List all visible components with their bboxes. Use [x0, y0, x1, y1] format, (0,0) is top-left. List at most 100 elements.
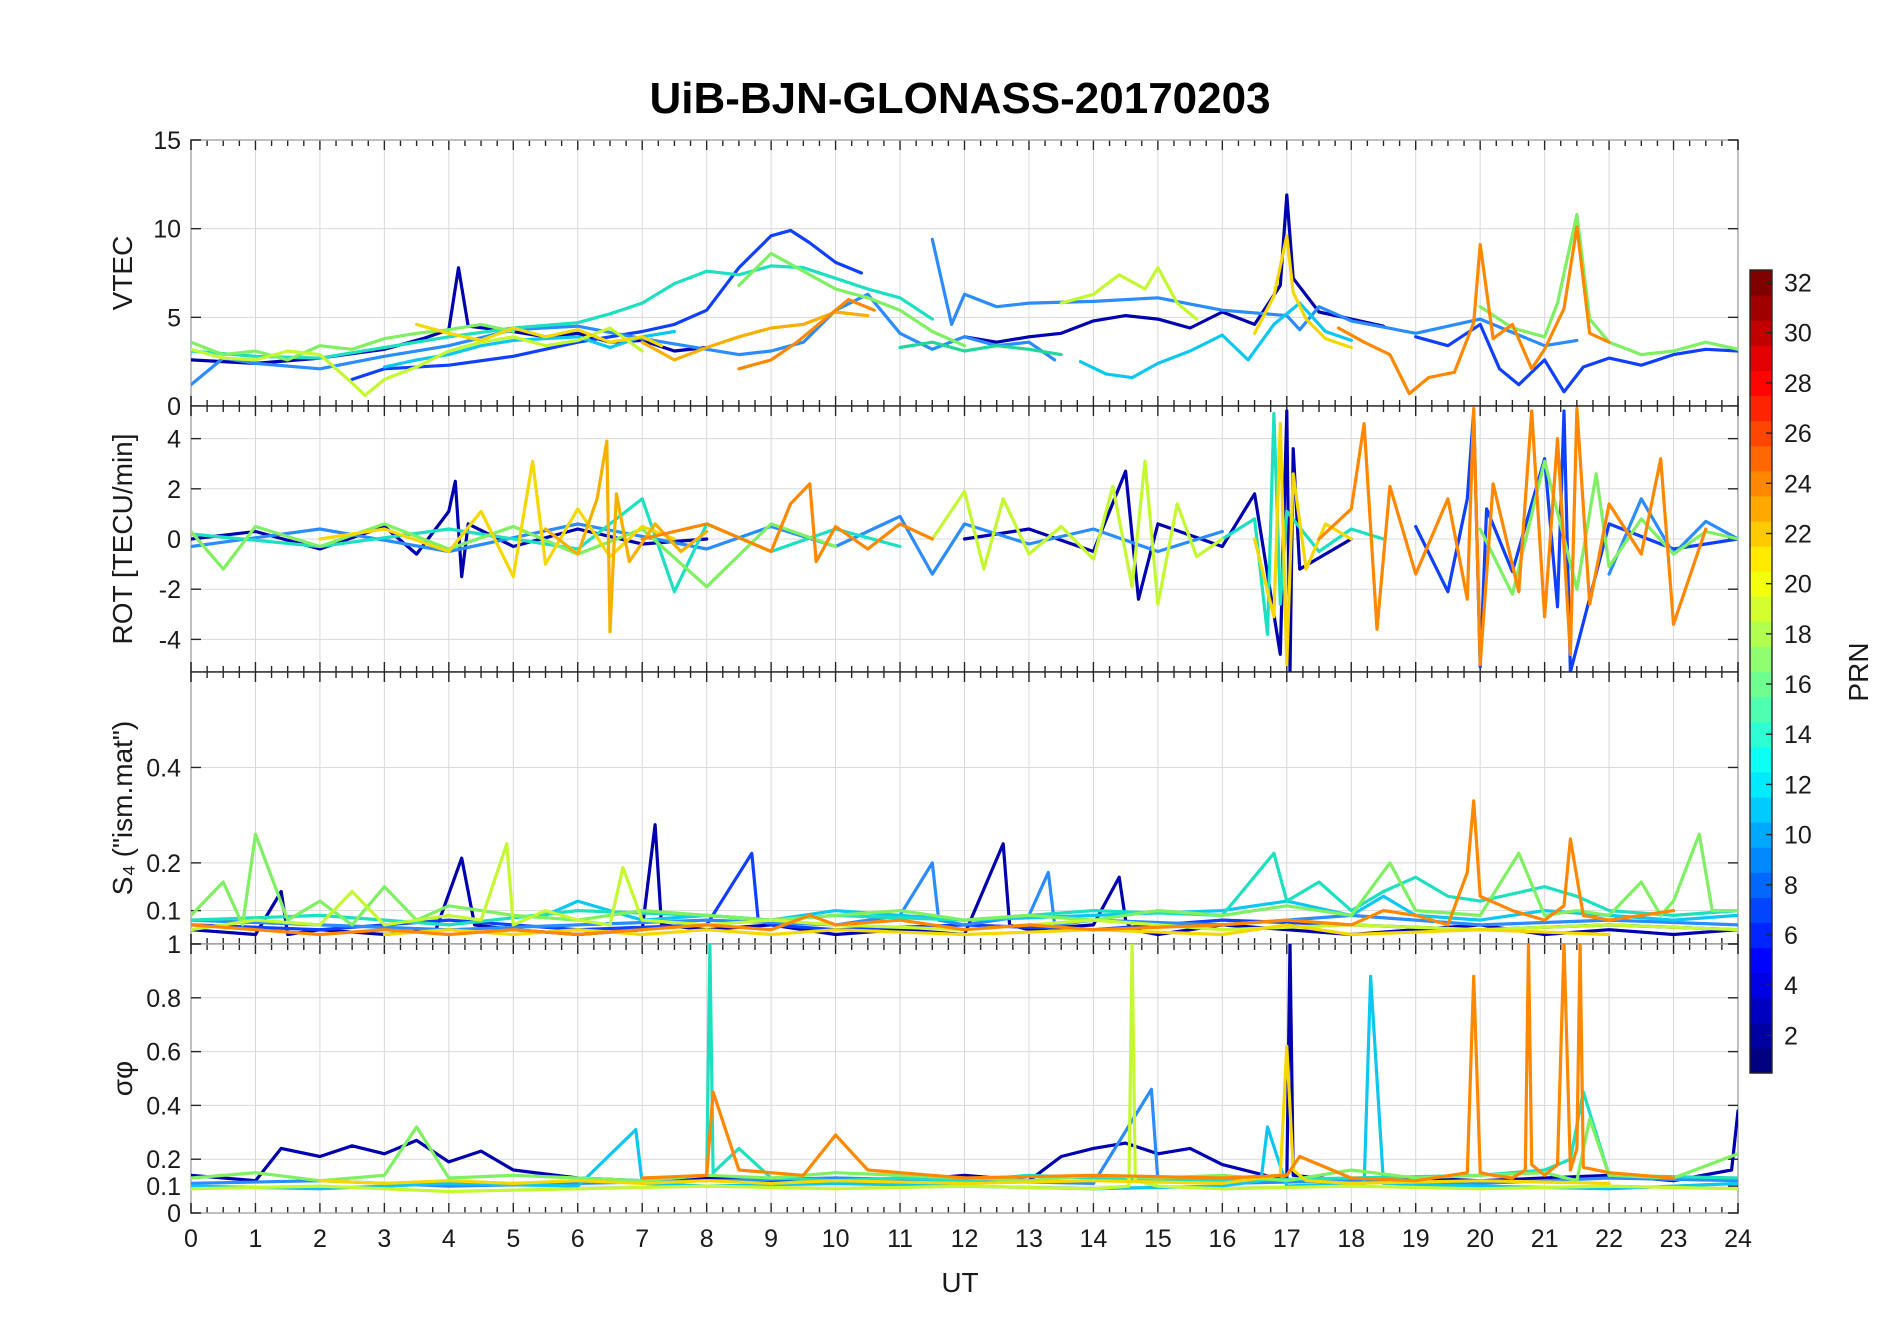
- colorbar-cell: [1750, 320, 1772, 346]
- colorbar-cell: [1750, 872, 1772, 898]
- colorbar-cell: [1750, 295, 1772, 321]
- colorbar-cell: [1750, 395, 1772, 422]
- series-group: [191, 193, 1738, 397]
- colorbar-cell: [1750, 1047, 1772, 1074]
- colorbar-cell: [1750, 997, 1772, 1024]
- x-tick-label: 1: [249, 1225, 263, 1253]
- colorbar-cell: [1750, 571, 1772, 597]
- chart-title: UiB-BJN-GLONASS-20170203: [649, 74, 1270, 123]
- colorbar-tick-label: 10: [1784, 822, 1812, 850]
- x-tick-label: 4: [442, 1225, 456, 1253]
- series-line-3: [350, 228, 864, 381]
- colorbar-cell: [1750, 771, 1772, 798]
- y-tick-label: 2: [167, 476, 181, 504]
- y-tick-label: 0.6: [146, 1039, 181, 1067]
- x-axis-label: UT: [941, 1267, 978, 1298]
- panel-4: 00.10.2 0.4 0.6 0.8 1 σφ: [107, 931, 1739, 1228]
- x-tick-label: 16: [1208, 1225, 1236, 1253]
- series-line-13: [543, 439, 709, 634]
- x-tick-label: 17: [1273, 1225, 1301, 1253]
- colorbar-cell: [1750, 847, 1772, 873]
- colorbar-tick-label: 24: [1784, 470, 1812, 498]
- colorbar-tick-label: 16: [1784, 671, 1812, 699]
- colorbar-cell: [1750, 520, 1772, 547]
- x-tick-label: 0: [184, 1225, 198, 1253]
- y-tick-label: -4: [159, 626, 181, 654]
- x-tick-label: 20: [1466, 1225, 1494, 1253]
- y-tick-label: -2: [159, 576, 181, 604]
- colorbar-cell: [1750, 546, 1772, 572]
- panel-2: -4 -2 0 2 4 ROT [TECU/min]: [107, 405, 1739, 673]
- series-group: [191, 799, 1738, 937]
- series-line-13: [1478, 212, 1738, 357]
- colorbar-cell: [1750, 671, 1772, 698]
- colorbar-tick-label: 8: [1784, 872, 1798, 900]
- series-line-8: [191, 522, 838, 589]
- colorbar-cell: [1750, 922, 1772, 949]
- colorbar-cell: [1750, 721, 1772, 748]
- y-tick-label: 4: [167, 426, 181, 454]
- colorbar-cell: [1750, 897, 1772, 924]
- colorbar-cell: [1750, 1022, 1772, 1049]
- series-line-14: [640, 482, 934, 564]
- series-line-3: [1414, 409, 1738, 672]
- y-tick-label: 0.1: [146, 898, 181, 926]
- x-tick-label: 5: [506, 1225, 520, 1253]
- y-tick-label: 15: [153, 127, 181, 155]
- y-tick-label: 10: [153, 216, 181, 244]
- series-line-8: [640, 944, 1676, 1183]
- x-tick-label: 15: [1144, 1225, 1172, 1253]
- y-tick-label: 5: [167, 304, 181, 332]
- y-tick-label: 0.1: [146, 1173, 181, 1201]
- colorbar-cell: [1750, 696, 1772, 723]
- x-tick-label: 11: [887, 1225, 913, 1253]
- x-tick-label: 10: [822, 1225, 850, 1253]
- series-line-11: [191, 322, 515, 362]
- series-line-6: [191, 944, 1738, 1194]
- x-tick-label: 9: [764, 1225, 778, 1253]
- series-group: [191, 406, 1738, 672]
- series-group: [191, 944, 1738, 1194]
- x-axis: 0 1 2 3 4 5 6 7 8 9 10 11 12 13 14 15 16 17 18 19 20 21 22 23 24: [184, 1225, 1752, 1253]
- colorbar-cell: [1750, 445, 1772, 472]
- y-axis-label: S₄ ("ism.mat"): [107, 721, 138, 895]
- series-line-15: [1059, 266, 1199, 321]
- series-line-6: [191, 832, 1738, 927]
- colorbar-cell: [1750, 621, 1772, 647]
- colorbar-tick-label: 6: [1784, 922, 1798, 950]
- x-tick-label: 24: [1724, 1225, 1752, 1253]
- series-line-10: [930, 459, 1224, 606]
- colorbar-cell: [1750, 345, 1772, 371]
- colorbar-cell: [1750, 495, 1772, 522]
- colorbar-label: PRN: [1843, 642, 1874, 701]
- series-line-19: [737, 298, 876, 371]
- series-line-9: [1478, 459, 1738, 596]
- series-line-9: [191, 799, 1676, 937]
- colorbar-cell: [1750, 972, 1772, 999]
- series-line-4: [191, 514, 1224, 576]
- y-axis-label: VTEC: [107, 236, 138, 311]
- colorbar-cell: [1750, 370, 1772, 397]
- series-line-7: [318, 1044, 1611, 1186]
- series-line-16: [415, 322, 664, 348]
- colorbar-tick-label: 22: [1784, 520, 1812, 548]
- colorbar-tick-label: 12: [1784, 771, 1812, 799]
- x-tick-label: 21: [1531, 1225, 1559, 1253]
- series-line-7: [191, 842, 1738, 932]
- series-line-8: [1078, 301, 1353, 380]
- colorbar-tick-label: 2: [1784, 1022, 1798, 1050]
- colorbar-tick-label: 14: [1784, 721, 1812, 749]
- panel-1: 0 5 10 15 VTEC: [107, 127, 1739, 421]
- x-tick-label: 14: [1080, 1225, 1108, 1253]
- x-tick-label: 19: [1402, 1225, 1430, 1253]
- series-line-9: [191, 264, 934, 360]
- colorbar-tick-label: 4: [1784, 972, 1798, 1000]
- colorbar-cell: [1750, 796, 1772, 823]
- series-line-12: [1252, 422, 1353, 667]
- colorbar-cell: [1750, 420, 1772, 447]
- x-tick-label: 22: [1595, 1225, 1623, 1253]
- y-tick-label: 0.8: [146, 985, 181, 1013]
- colorbar-cell: [1750, 470, 1772, 497]
